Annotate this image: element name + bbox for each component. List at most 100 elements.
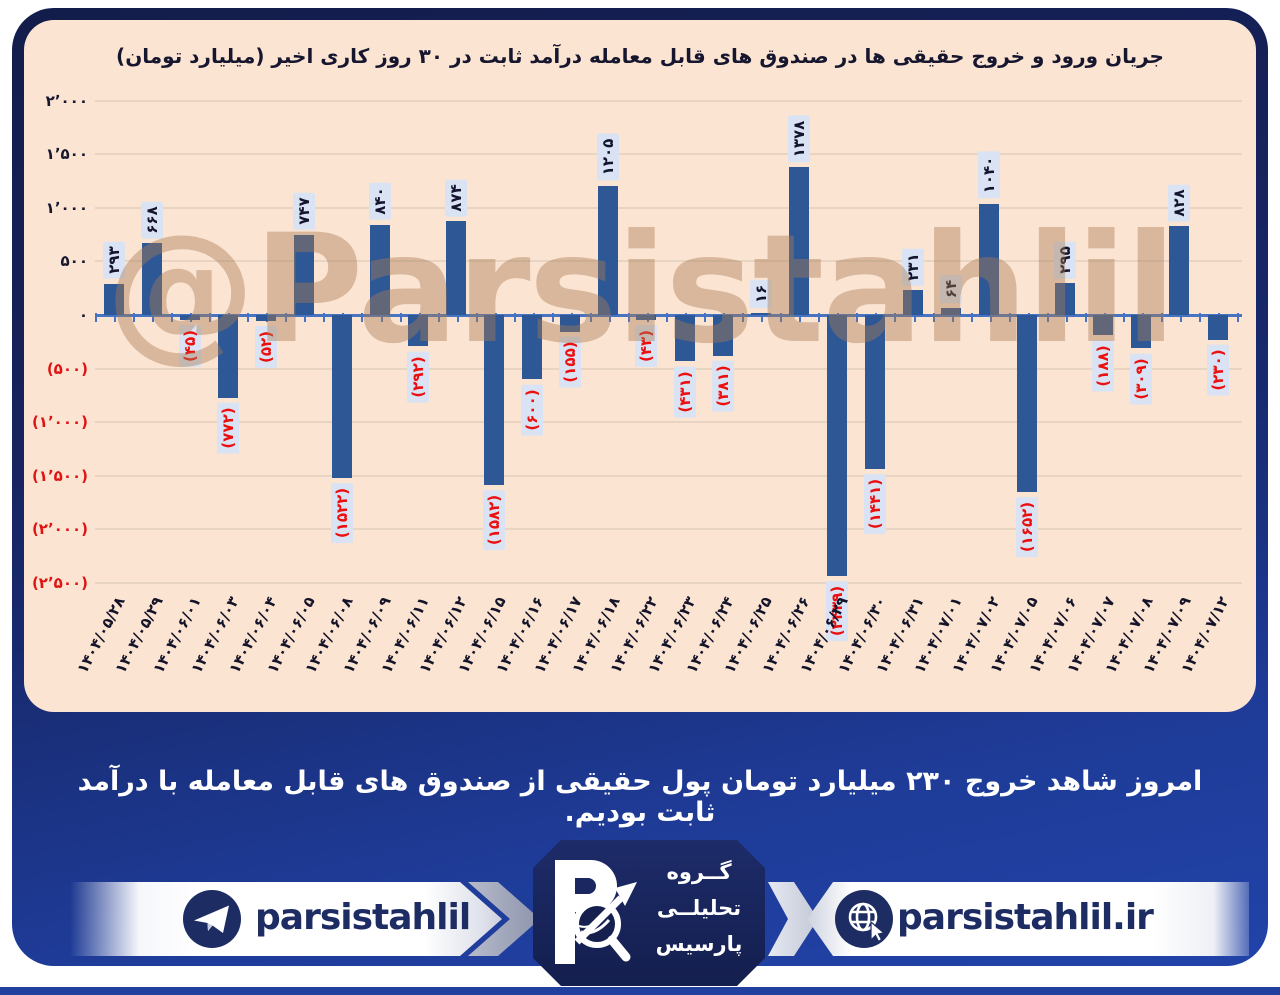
bar [293,234,314,315]
axis-tick [1065,313,1068,322]
bar [1017,315,1038,493]
bar [750,313,771,315]
axis-tick [152,313,155,322]
axis-tick [285,313,288,322]
bar-value-label: (۱۶۵۲) [1016,496,1039,558]
bar-value-label: (۱۵۵) [559,336,582,388]
axis-tick [780,313,783,322]
summary-text: امروز شاهد خروج ۲۳۰ میلیارد تومان پول حق… [77,766,1203,828]
bar [1093,315,1114,336]
bar-value-label: ۲۹۵ [1054,241,1077,279]
y-axis-label: (۱٬۵۰۰) [31,466,88,485]
bar-value-label: (۴۵) [178,324,201,367]
grid-line [95,421,1242,424]
axis-tick [951,313,954,322]
axis-tick [323,313,326,322]
bar-value-label: ۸۷۴ [445,179,468,217]
bar-value-label: ۱۳۷۸ [787,115,810,163]
bar [902,290,923,315]
parsis-logo [547,856,643,972]
website-link[interactable]: parsistahlil.ir [897,897,1154,938]
bar-value-label: ۲۹۳ [102,241,125,279]
axis-tick [209,313,212,322]
bar-value-label: (۱۵۲۲) [330,482,353,544]
globe-icon [835,890,893,948]
bar [179,315,200,320]
axis-tick [818,313,821,322]
axis-tick [247,313,250,322]
bottom-strip [0,987,1280,995]
axis-tick [704,313,707,322]
bar [788,167,809,315]
grid-line [95,528,1242,531]
grid-line [95,474,1242,477]
axis-tick [95,313,97,322]
bar [408,315,429,347]
bar-value-label: (۴۳۱) [673,366,696,418]
axis-tick [513,313,516,322]
bar [979,203,1000,315]
axis-tick [666,313,669,322]
axis-tick [1122,313,1125,322]
bar [598,185,619,315]
axis-tick [456,313,459,322]
bar [1131,315,1152,349]
bar-value-label: (۱۴۴۱) [863,474,886,535]
axis-tick [1046,313,1049,322]
chart-panel: جریان ورود و خروج حقیقی ها در صندوق های … [24,20,1256,712]
brand-line-1: گــروه [666,860,732,884]
bar-value-label: ۶۴ [940,274,963,304]
infographic-card: جریان ورود و خروج حقیقی ها در صندوق های … [12,8,1268,966]
bar-value-label: (۶۰۰) [521,384,544,436]
bar [522,315,543,380]
bar-value-label: ۶۶۸ [140,201,163,239]
y-axis-label: (۵۰۰) [46,359,88,378]
y-axis-label: (۲٬۵۰۰) [31,574,88,592]
telegram-icon [183,890,241,948]
grid-line [95,99,1242,102]
axis-tick [932,313,935,322]
axis-tick [1008,313,1011,322]
bar [141,243,162,315]
bar-value-label: (۱۸۸) [1092,340,1115,392]
bar [636,315,657,320]
axis-tick [970,313,973,322]
axis-tick [742,313,745,322]
axis-tick [171,313,174,322]
axis-tick [799,313,802,322]
bar-value-label: ۱۶ [749,280,772,309]
chart-title: جریان ورود و خروج حقیقی ها در صندوق های … [116,44,1164,68]
axis-tick [380,313,383,322]
axis-tick [551,313,554,322]
bar [255,315,276,321]
brand-line-3: پارسیس [655,932,743,956]
bar [484,315,505,485]
plot-area: ۲٬۰۰۰ ۱٬۵۰۰ ۱٬۰۰۰ ۵۰۰ ۰ (۵۰۰) (۱٬۰۰۰) (۱٬۵۰۰) (۲… [24,20,1256,712]
axis-tick [475,313,478,322]
axis-tick [437,313,440,322]
bar-value-label: (۵۲) [254,325,277,368]
grid-line [95,582,1242,584]
y-axis-label: ۵۰۰ [60,252,88,271]
y-axis-label: (۲٬۰۰۰) [31,520,88,539]
axis-tick [1179,313,1182,322]
grid-line [95,153,1242,156]
y-axis-label: ۲٬۰۰۰ [45,91,88,110]
axis-tick [304,313,307,322]
bar [826,315,847,577]
bar-value-label: (۲۳۰) [1206,344,1229,396]
parsis-badge: گــروه تحلیلــی پارسیس [533,840,765,986]
bar [369,224,390,315]
axis-tick [1199,313,1202,322]
axis-tick [589,313,592,322]
axis-tick [399,313,402,322]
bar-value-label: ۸۲۸ [1168,184,1191,222]
telegram-handle[interactable]: parsistahlil [255,897,471,938]
axis-tick [1237,313,1240,322]
grid-line [95,206,1242,209]
bar [1169,226,1190,315]
axis-tick [361,313,364,322]
axis-tick [1160,313,1163,322]
bar-value-label: (۷۷۲) [216,402,239,454]
bar-value-label: ۸۴۰ [368,182,391,221]
